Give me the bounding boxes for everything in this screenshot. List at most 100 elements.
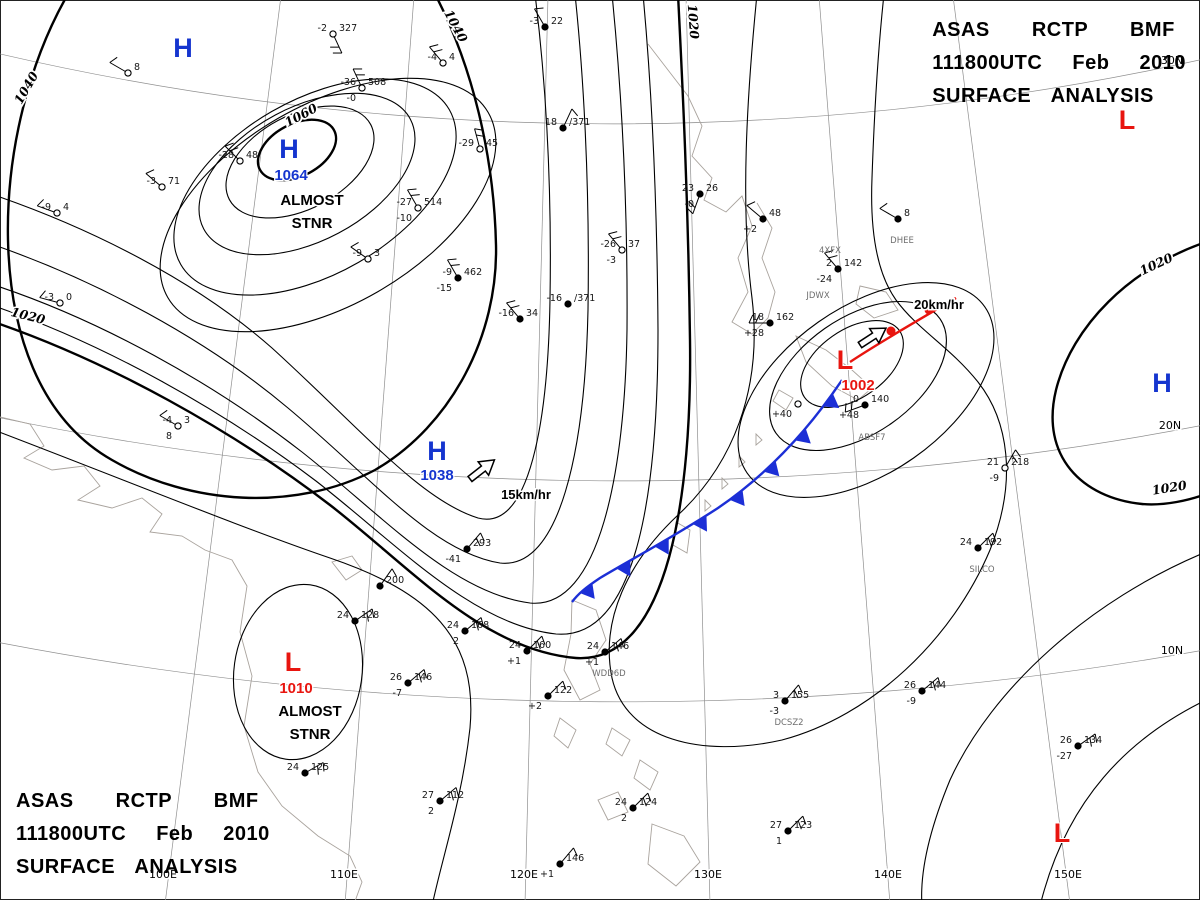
wind-barb xyxy=(429,46,442,62)
station-value: 48 xyxy=(246,150,258,161)
station-value: 218 xyxy=(1011,457,1029,468)
station-value: 142 xyxy=(844,258,862,269)
station-circle xyxy=(861,401,869,409)
station-value: 4 xyxy=(63,202,69,213)
wind-barb-tick xyxy=(793,689,799,699)
latitude-line xyxy=(0,417,1200,482)
station-value: 3 xyxy=(374,248,380,259)
station-value: /371 xyxy=(574,293,595,304)
station-circle xyxy=(454,274,462,282)
wind-barb-tick xyxy=(748,314,754,324)
high-center: H xyxy=(427,436,447,466)
station-value: 128 xyxy=(361,610,379,621)
station-circle xyxy=(556,860,564,868)
wind-barb xyxy=(692,196,700,214)
station-value: 125 xyxy=(311,762,329,773)
latitude-line xyxy=(0,642,1200,703)
station-value: 26 xyxy=(904,680,916,691)
station-circle xyxy=(56,299,64,307)
movement-note: ALMOST xyxy=(278,703,341,720)
station-value: 192 xyxy=(984,537,1002,548)
station-circle xyxy=(618,246,626,254)
isobar xyxy=(608,0,1008,748)
cold-front-tooth xyxy=(794,427,811,444)
wind-barb xyxy=(506,302,519,318)
station-value: -16 xyxy=(546,293,562,304)
center-pressure-value: 1010 xyxy=(279,680,312,697)
wind-barb-tick xyxy=(1015,449,1022,458)
wind-barb-tick xyxy=(423,669,427,679)
wind-barb xyxy=(224,145,239,160)
wind-barb-tick xyxy=(647,792,652,802)
station-value: 27 xyxy=(422,790,434,801)
isobar xyxy=(6,0,498,500)
longitude-label: 110E xyxy=(330,868,358,881)
cold-front-tooth xyxy=(654,537,669,555)
wind-barb-tick xyxy=(145,169,155,174)
low-center: L xyxy=(837,345,854,375)
station-circle xyxy=(544,692,552,700)
latitude-label: 10N xyxy=(1161,644,1183,657)
longitude-label: 100E xyxy=(149,868,177,881)
station-value: 508 xyxy=(368,77,386,88)
coastline xyxy=(755,432,763,446)
station-circle xyxy=(541,23,549,31)
station-circle xyxy=(124,69,132,77)
wind-barb-tick xyxy=(937,677,941,687)
station-value: 112 xyxy=(446,790,464,801)
low-center: L xyxy=(285,647,302,677)
wind-barb-tick xyxy=(642,797,647,807)
station-value: 3 xyxy=(184,415,190,426)
isobar xyxy=(232,583,364,761)
latitude-label: 30N xyxy=(1161,54,1183,67)
station-value: 0 xyxy=(66,292,72,303)
station-circle xyxy=(351,617,359,625)
wind-barb-tick xyxy=(450,264,460,266)
wind-barb xyxy=(468,532,481,548)
station-value: 71 xyxy=(168,176,180,187)
station-value: 8 xyxy=(166,431,172,442)
station-value: +48 xyxy=(839,410,859,421)
station-value: 160 xyxy=(533,640,551,651)
station-circle xyxy=(463,545,471,553)
station-value: -41 xyxy=(445,554,461,565)
station-value: 24 xyxy=(587,641,599,652)
isobar xyxy=(921,554,1200,900)
wind-barb-tick xyxy=(746,201,756,206)
station-circle xyxy=(696,190,704,198)
isobar xyxy=(0,0,551,520)
coastline xyxy=(633,759,659,791)
isobar xyxy=(0,0,589,564)
station-id: DCSZ2 xyxy=(774,718,803,728)
cold-front-tooth xyxy=(763,460,780,477)
station-value: +28 xyxy=(744,328,764,339)
station-circle xyxy=(766,319,774,327)
isobar xyxy=(173,78,457,296)
station-circle xyxy=(894,215,902,223)
coastline xyxy=(795,335,873,401)
wind-barb-tick xyxy=(798,684,803,694)
station-circle xyxy=(329,30,337,38)
station-value: 4 xyxy=(449,52,455,63)
isobar xyxy=(0,0,659,635)
station-value: 1 xyxy=(776,836,782,847)
station-value: -16 xyxy=(498,308,514,319)
longitude-line xyxy=(818,0,891,900)
movement-note: ALMOST xyxy=(280,192,343,209)
station-value: 24 xyxy=(615,797,627,808)
station-value: -26 xyxy=(600,239,616,250)
wind-barb-tick xyxy=(450,791,454,801)
wind-barb-tick xyxy=(510,305,520,309)
wind-barb-tick xyxy=(987,537,992,547)
warm-front-symbol xyxy=(924,305,934,315)
station-circle xyxy=(523,647,531,655)
product-id: ASAS RCTP BMF xyxy=(932,19,1175,41)
isobar xyxy=(0,0,692,660)
wind-barb-tick xyxy=(229,147,239,152)
station-value: -0 xyxy=(685,199,694,210)
station-value: +40 xyxy=(772,409,792,420)
wind-barb xyxy=(441,787,457,800)
isobar xyxy=(0,431,472,900)
station-value: -2 xyxy=(318,23,327,34)
station-id: ABSF7 xyxy=(858,433,885,443)
